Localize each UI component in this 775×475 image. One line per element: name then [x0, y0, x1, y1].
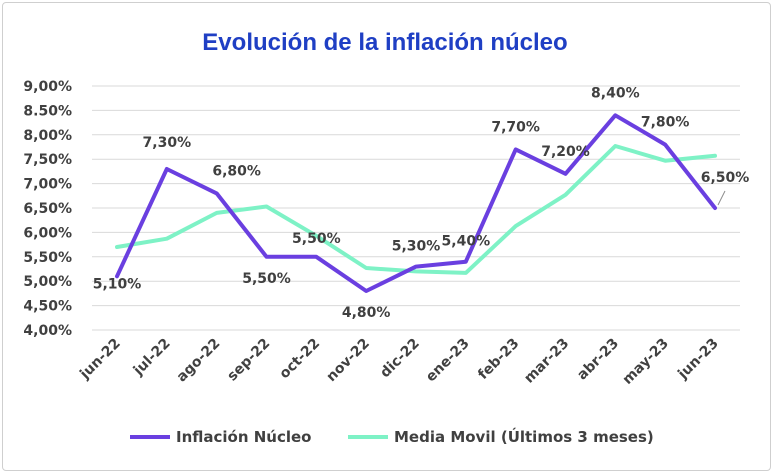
y-tick-label: 5,50%	[23, 250, 72, 266]
y-tick-label: 9,00%	[23, 79, 72, 95]
x-tick-label: dic-22	[377, 336, 423, 382]
x-tick-label: ago-22	[174, 336, 224, 386]
legend-label-inflacion-nucleo: Inflación Núcleo	[176, 428, 311, 446]
x-axis: jun-22 jul-22 ago-22 sep-22 oct-22 nov-22 dic-…	[76, 336, 721, 388]
data-label: 6,80%	[212, 163, 261, 179]
series-lines	[115, 113, 717, 293]
x-tick-label: nov-22	[323, 336, 373, 386]
x-tick-label: sep-22	[224, 336, 273, 385]
y-tick-label: 8.50%	[23, 103, 72, 119]
data-label: 6,50%	[701, 170, 750, 186]
x-tick-label: may-23	[620, 336, 672, 388]
data-label: 7,80%	[641, 115, 690, 131]
legend: Inflación Núcleo Media Movil (Últimos 3 m…	[130, 427, 654, 446]
x-tick-label: ene-23	[423, 336, 473, 386]
data-label: 4,80%	[342, 305, 391, 321]
series-line-media-movil	[115, 144, 717, 275]
data-label: 5,30%	[392, 239, 441, 255]
y-tick-label: 8,00%	[23, 128, 72, 144]
data-label: 5,10%	[93, 276, 142, 292]
series-line-inflacion-nucleo	[115, 113, 717, 293]
x-tick-label: mar-23	[521, 336, 572, 387]
x-tick-label: abr-23	[574, 336, 622, 384]
y-tick-label: 5,00%	[23, 274, 72, 290]
y-axis: 4,00% 4,50% 5,00% 5,50% 6,00% 6,50% 7,00% 7,50%…	[23, 79, 72, 339]
y-tick-label: 7,50%	[23, 152, 72, 168]
chart-title: Evolución de la inflación núcleo	[202, 29, 567, 56]
data-label: 7,30%	[143, 135, 192, 151]
data-label: 5,50%	[292, 231, 341, 247]
x-tick-label: feb-23	[475, 336, 522, 383]
x-tick-label: oct-22	[277, 336, 324, 383]
data-label: 5,40%	[442, 234, 491, 250]
data-labels: 5,10% 7,30% 6,80% 5,50% 5,50% 4,80% 5,30% 5,40%…	[93, 85, 750, 321]
data-label: 8,40%	[591, 85, 640, 101]
data-label: 5,50%	[242, 271, 291, 287]
x-tick-label: jun-23	[674, 336, 721, 383]
data-label: 7,20%	[541, 144, 590, 160]
y-tick-label: 6,00%	[23, 225, 72, 241]
data-label: 7,70%	[491, 119, 540, 135]
y-tick-label: 7,00%	[23, 177, 72, 193]
y-tick-label: 4,50%	[23, 299, 72, 315]
grid-lines	[92, 85, 740, 331]
y-tick-label: 4,00%	[23, 323, 72, 339]
label-leader-line	[717, 190, 726, 206]
chart-frame	[2, 2, 771, 471]
y-tick-label: 6,50%	[23, 201, 72, 217]
x-tick-label: jun-22	[76, 336, 123, 383]
legend-label-media-movil: Media Movil (Últimos 3 meses)	[394, 427, 654, 446]
x-tick-label: jul-22	[130, 336, 174, 380]
